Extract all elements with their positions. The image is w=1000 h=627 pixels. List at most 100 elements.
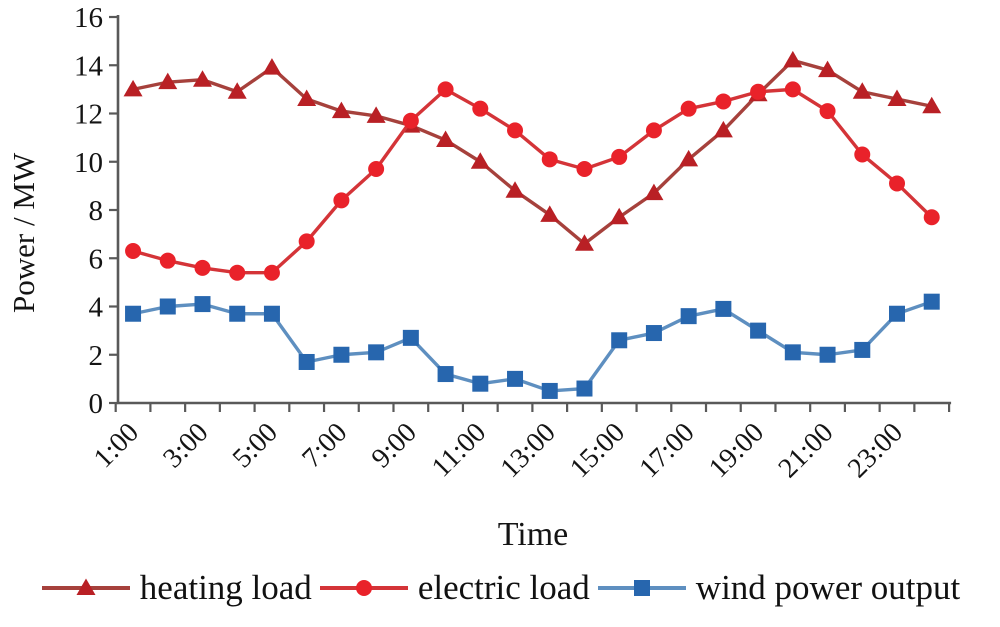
data-point-square-icon xyxy=(229,305,246,322)
legend-item-heating-load: heating load xyxy=(40,570,312,605)
y-tick-label: 8 xyxy=(89,195,104,227)
x-tick-label: 13:00 xyxy=(495,417,562,484)
data-point-square-icon xyxy=(402,329,419,346)
legend-swatch xyxy=(319,579,408,596)
data-point-triangle-icon xyxy=(609,207,629,225)
x-tick-label: 19:00 xyxy=(703,417,770,484)
data-point-circle-icon xyxy=(298,233,315,250)
data-point-square-icon xyxy=(298,353,315,370)
data-point-triangle-icon xyxy=(470,152,490,169)
data-point-circle-icon xyxy=(715,93,732,110)
data-point-square-icon xyxy=(715,300,732,317)
legend-swatch xyxy=(41,578,130,595)
data-point-triangle-icon xyxy=(852,82,872,99)
y-tick-label: 16 xyxy=(74,2,103,34)
x-tick-label: 7:00 xyxy=(296,417,353,474)
data-point-circle-icon xyxy=(263,264,280,281)
data-point-square-icon xyxy=(368,344,385,361)
x-tick-label: 21:00 xyxy=(772,417,839,484)
data-point-square-icon xyxy=(194,296,211,313)
data-point-circle-icon xyxy=(645,122,662,139)
data-point-triangle-icon xyxy=(574,234,594,251)
data-point-square-icon xyxy=(263,305,280,322)
series-line xyxy=(132,58,933,246)
data-point-triangle-icon xyxy=(679,149,699,167)
data-point-circle-icon xyxy=(923,209,940,226)
data-point-circle-icon xyxy=(750,83,767,100)
chart-plot-area: 0 2 4 6 8 10 12 14 16 1:00 3:00 5:00 7:00 9:00 11:00 13… xyxy=(6,2,952,553)
data-point-circle-icon xyxy=(333,192,350,209)
series-line xyxy=(132,300,933,393)
data-point-triangle-icon xyxy=(540,205,560,222)
data-point-triangle-icon xyxy=(713,120,733,138)
data-point-square-icon xyxy=(923,293,940,310)
data-point-square-icon xyxy=(889,305,905,322)
data-point-square-icon xyxy=(576,380,593,397)
x-axis-title: Time xyxy=(498,516,569,553)
data-point-square-icon xyxy=(611,332,628,349)
legend-item-electric-load: electric load xyxy=(318,570,590,605)
data-point-square-icon xyxy=(784,344,801,361)
data-point-triangle-icon xyxy=(331,101,351,119)
x-tick-label: 9:00 xyxy=(366,417,423,474)
legend-swatch xyxy=(597,579,686,596)
x-tick-label: 23:00 xyxy=(842,417,909,484)
data-point-triangle-icon xyxy=(505,181,525,198)
data-point-square-icon xyxy=(819,346,836,363)
data-point-circle-icon xyxy=(854,146,871,163)
x-tick-label: 3:00 xyxy=(157,417,214,474)
data-point-square-icon xyxy=(750,322,767,339)
data-point-circle-icon xyxy=(819,103,836,120)
y-tick-label: 12 xyxy=(74,99,103,131)
legend-square-icon xyxy=(633,579,650,596)
legend-label: electric load xyxy=(417,568,590,607)
series-wind-power-output xyxy=(125,293,940,399)
data-point-triangle-icon xyxy=(366,106,386,123)
data-point-square-icon xyxy=(437,366,454,383)
data-point-square-icon xyxy=(507,370,524,387)
data-point-triangle-icon xyxy=(644,183,664,201)
data-point-square-icon xyxy=(854,341,871,358)
x-tick-label: 11:00 xyxy=(426,417,492,483)
data-point-square-icon xyxy=(472,375,489,392)
data-point-triangle-icon xyxy=(297,89,317,107)
data-point-triangle-icon xyxy=(227,82,247,99)
y-tick-label: 14 xyxy=(74,50,104,82)
data-point-circle-icon xyxy=(472,100,489,117)
data-point-circle-icon xyxy=(507,122,524,139)
series-heating-load xyxy=(123,50,942,251)
y-tick-label: 10 xyxy=(74,147,103,179)
y-tick-label: 2 xyxy=(89,340,104,372)
y-tick-label: 4 xyxy=(89,292,104,324)
data-point-circle-icon xyxy=(541,151,558,168)
data-point-circle-icon xyxy=(194,259,211,276)
data-point-circle-icon xyxy=(611,148,628,165)
data-point-square-icon xyxy=(645,325,662,342)
y-axis-title: Power / MW xyxy=(6,152,41,313)
legend-triangle-icon xyxy=(76,578,96,595)
y-tick-label: 0 xyxy=(89,388,104,420)
data-point-triangle-icon xyxy=(158,72,178,90)
data-point-circle-icon xyxy=(402,112,419,129)
legend-label: wind power output xyxy=(695,568,961,607)
data-point-circle-icon xyxy=(437,81,454,98)
data-point-circle-icon xyxy=(125,243,142,260)
data-point-triangle-icon xyxy=(262,58,282,75)
data-point-square-icon xyxy=(333,346,350,363)
x-tick-label: 15:00 xyxy=(564,417,631,484)
x-tick-label: 1:00 xyxy=(88,417,145,474)
data-point-triangle-icon xyxy=(922,96,942,114)
legend-circle-icon xyxy=(355,579,372,596)
legend-item-wind-power-output: wind power output xyxy=(596,570,960,605)
data-point-square-icon xyxy=(541,382,558,399)
data-point-triangle-icon xyxy=(783,50,803,68)
data-point-triangle-icon xyxy=(887,89,907,107)
x-tick-label: 5:00 xyxy=(227,417,284,474)
series-line xyxy=(132,87,933,275)
y-tick-label: 6 xyxy=(89,243,104,275)
data-point-circle-icon xyxy=(576,160,593,177)
legend-label: heating load xyxy=(139,568,312,607)
data-point-circle-icon xyxy=(889,175,905,192)
x-tick-label: 17:00 xyxy=(634,417,701,484)
